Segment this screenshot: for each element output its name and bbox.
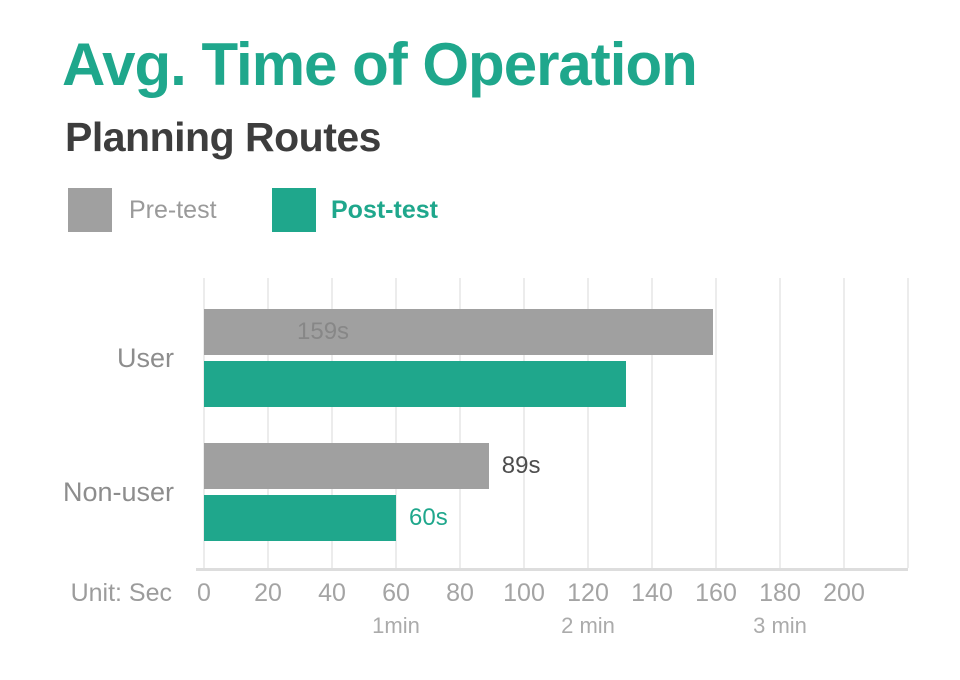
unit-label: Unit: Sec	[70, 579, 172, 607]
bar-pre-test-non-user	[204, 443, 489, 489]
x-axis-tick-label: 200	[823, 579, 865, 607]
minute-mark-label: 3 min	[753, 613, 807, 638]
bar-value-label-pre-test-non-user: 89s	[501, 452, 541, 479]
x-axis-tick-label: 100	[503, 579, 545, 607]
x-axis-tick-label: 80	[446, 579, 474, 607]
bar-post-test-user	[204, 361, 627, 407]
legend: Pre-test Post-test	[0, 188, 960, 232]
minute-mark-label: 1min	[372, 613, 420, 638]
bar-pre-test-user	[204, 309, 713, 355]
x-axis-tick-label: 40	[318, 579, 346, 607]
minute-mark-label: 2 min	[561, 613, 615, 638]
gridline	[715, 278, 717, 568]
gridline	[395, 278, 397, 568]
x-axis-line	[196, 568, 908, 571]
gridline	[587, 278, 589, 568]
gridline	[843, 278, 845, 568]
legend-swatch-post-test-icon	[272, 188, 316, 232]
gridline	[203, 278, 205, 568]
page-subtitle: Planning Routes	[65, 114, 381, 160]
x-axis-tick-label: 20	[254, 579, 282, 607]
category-label-user: User	[116, 343, 174, 373]
gridline	[907, 278, 909, 568]
gridline	[523, 278, 525, 568]
page-title: Avg. Time of Operation	[62, 31, 698, 98]
x-axis-tick-label: 60	[382, 579, 410, 607]
gridline	[331, 278, 333, 568]
legend-label-post-test: Post-test	[331, 196, 438, 224]
legend-swatch-pre-test-icon	[68, 188, 112, 232]
bar-post-test-non-user	[204, 495, 396, 541]
x-axis-tick-label: 0	[197, 579, 211, 607]
gridline	[267, 278, 269, 568]
gridline	[459, 278, 461, 568]
bar-value-label-pre-test-user: 159s	[297, 318, 350, 345]
x-axis-tick-label: 180	[759, 579, 801, 607]
x-axis-tick-label: 120	[567, 579, 609, 607]
x-axis-tick-label: 140	[631, 579, 673, 607]
bar-value-label-post-test-non-user: 60s	[409, 504, 448, 531]
category-label-non-user: Non-user	[62, 477, 174, 507]
gridline	[651, 278, 653, 568]
x-axis-tick-label: 160	[695, 579, 737, 607]
gridline	[779, 278, 781, 568]
legend-label-pre-test: Pre-test	[129, 196, 217, 224]
